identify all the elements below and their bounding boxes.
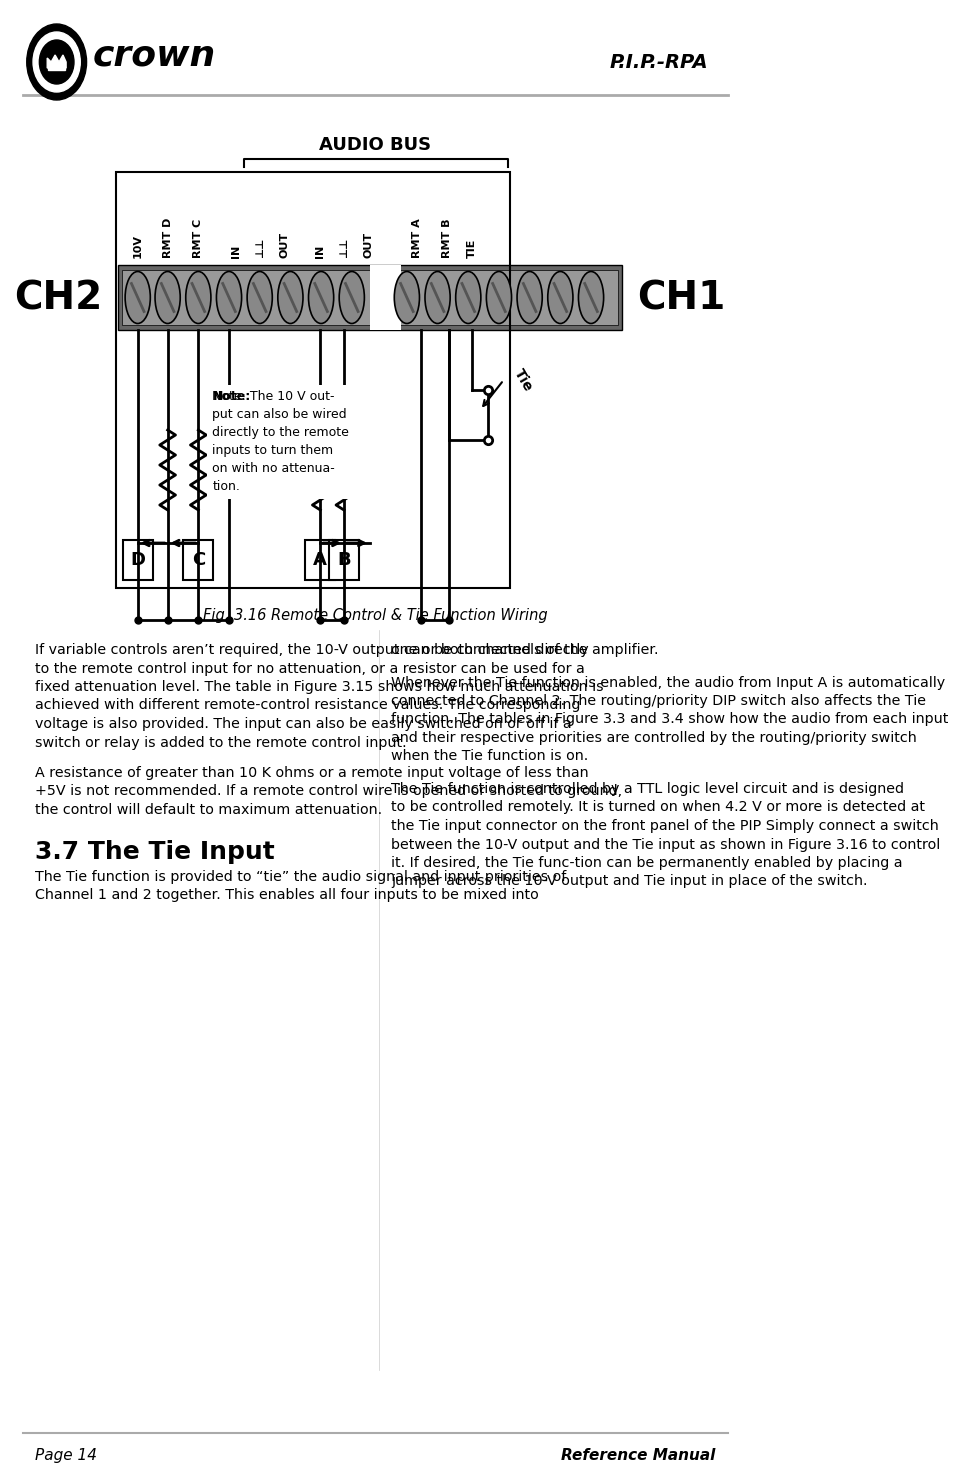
Text: the Tie input connector on the front panel of the PIP Simply connect a switch: the Tie input connector on the front pan… <box>391 819 938 833</box>
Text: TIE: TIE <box>467 239 476 258</box>
Ellipse shape <box>456 271 480 323</box>
Text: the control will default to maximum attenuation.: the control will default to maximum atte… <box>35 802 382 817</box>
Circle shape <box>39 40 74 84</box>
Text: Reference Manual: Reference Manual <box>560 1448 715 1463</box>
Text: achieved with different remote-control resistance values. The corresponding: achieved with different remote-control r… <box>35 699 580 712</box>
Polygon shape <box>47 55 66 68</box>
Text: RMT C: RMT C <box>193 218 203 258</box>
Text: IN: IN <box>231 245 241 258</box>
Ellipse shape <box>125 271 151 323</box>
Ellipse shape <box>578 271 603 323</box>
Ellipse shape <box>424 271 450 323</box>
Text: Fig. 3.16 Remote Control & Tie Function Wiring: Fig. 3.16 Remote Control & Tie Function … <box>203 608 547 622</box>
Text: OUT: OUT <box>279 232 290 258</box>
Text: fixed attenuation level. The table in Figure 3.15 shows how much attenuation is: fixed attenuation level. The table in Fi… <box>35 680 603 695</box>
Text: Channel 1 and 2 together. This enables all four inputs to be mixed into: Channel 1 and 2 together. This enables a… <box>35 888 538 903</box>
Text: If variable controls aren’t required, the 10-V output can be connected directly: If variable controls aren’t required, th… <box>35 643 588 656</box>
Ellipse shape <box>547 271 573 323</box>
Text: switch or relay is added to the remote control input.: switch or relay is added to the remote c… <box>35 736 407 749</box>
Text: AUDIO BUS: AUDIO BUS <box>319 136 431 153</box>
Text: A: A <box>313 552 327 569</box>
Text: IN: IN <box>315 245 325 258</box>
Circle shape <box>27 24 87 100</box>
Ellipse shape <box>277 271 303 323</box>
Text: RMT A: RMT A <box>412 218 421 258</box>
Text: RMT D: RMT D <box>162 218 172 258</box>
Ellipse shape <box>339 271 364 323</box>
Text: B: B <box>336 552 351 569</box>
Text: ⊥⊥: ⊥⊥ <box>338 237 349 258</box>
Ellipse shape <box>155 271 180 323</box>
Bar <box>370 266 401 330</box>
Text: RMT B: RMT B <box>441 218 452 258</box>
Ellipse shape <box>308 271 334 323</box>
Text: Page 14: Page 14 <box>35 1448 97 1463</box>
Text: 10V: 10V <box>132 235 143 258</box>
Text: +5V is not recommended. If a remote control wire is opened or shorted to ground,: +5V is not recommended. If a remote cont… <box>35 785 622 798</box>
Ellipse shape <box>186 271 211 323</box>
Text: Tie: Tie <box>511 366 535 394</box>
Text: to be controlled remotely. It is turned on when 4.2 V or more is detected at: to be controlled remotely. It is turned … <box>391 801 924 814</box>
Bar <box>48 66 65 69</box>
Bar <box>123 540 152 580</box>
Bar <box>183 540 213 580</box>
Text: D: D <box>131 552 145 569</box>
Ellipse shape <box>486 271 511 323</box>
Ellipse shape <box>394 271 419 323</box>
Text: C: C <box>192 552 205 569</box>
Ellipse shape <box>247 271 272 323</box>
Text: CH1: CH1 <box>637 279 725 317</box>
Ellipse shape <box>216 271 241 323</box>
Circle shape <box>33 32 80 91</box>
Text: Note:: Note: <box>213 389 251 403</box>
Text: function. The tables in Figure 3.3 and 3.4 show how the audio from each input: function. The tables in Figure 3.3 and 3… <box>391 712 947 727</box>
Text: CH2: CH2 <box>14 279 102 317</box>
Text: connected to Channel 2. The routing/priority DIP switch also affects the Tie: connected to Channel 2. The routing/prio… <box>391 695 925 708</box>
Text: Note: The 10 V out-
put can also be wired
directly to the remote
inputs to turn : Note: The 10 V out- put can also be wire… <box>213 389 349 493</box>
Text: crown: crown <box>92 38 216 72</box>
Text: The Tie function is controlled by a TTL logic level circuit and is designed: The Tie function is controlled by a TTL … <box>391 782 903 796</box>
Text: when the Tie function is on.: when the Tie function is on. <box>391 749 588 764</box>
Bar <box>122 270 618 324</box>
Text: OUT: OUT <box>363 232 373 258</box>
Text: between the 10-V output and the Tie input as shown in Figure 3.16 to control: between the 10-V output and the Tie inpu… <box>391 838 940 851</box>
Text: A resistance of greater than 10 K ohms or a remote input voltage of less than: A resistance of greater than 10 K ohms o… <box>35 766 588 780</box>
Text: voltage is also provided. The input can also be easily switched on or off if a: voltage is also provided. The input can … <box>35 717 572 732</box>
Text: The Tie function is provided to “tie” the audio signal and input priorities of: The Tie function is provided to “tie” th… <box>35 869 566 884</box>
Text: and their respective priorities are controlled by the routing/priority switch: and their respective priorities are cont… <box>391 732 916 745</box>
Text: one or both channels of the amplifier.: one or both channels of the amplifier. <box>391 643 658 656</box>
Ellipse shape <box>517 271 541 323</box>
Text: P.I.P.-RPA: P.I.P.-RPA <box>609 53 707 71</box>
Bar <box>118 266 621 330</box>
Bar <box>115 173 510 589</box>
Text: Whenever the Tie function is enabled, the audio from Input A is automatically: Whenever the Tie function is enabled, th… <box>391 676 944 689</box>
Bar <box>329 540 358 580</box>
Text: ⊥⊥: ⊥⊥ <box>254 237 264 258</box>
Text: 3.7 The Tie Input: 3.7 The Tie Input <box>35 839 274 863</box>
Text: jumper across the 10-V output and Tie input in place of the switch.: jumper across the 10-V output and Tie in… <box>391 875 866 888</box>
Bar <box>305 540 335 580</box>
Text: it. If desired, the Tie func-tion can be permanently enabled by placing a: it. If desired, the Tie func-tion can be… <box>391 855 902 870</box>
Text: to the remote control input for no attenuation, or a resistor can be used for a: to the remote control input for no atten… <box>35 661 584 676</box>
